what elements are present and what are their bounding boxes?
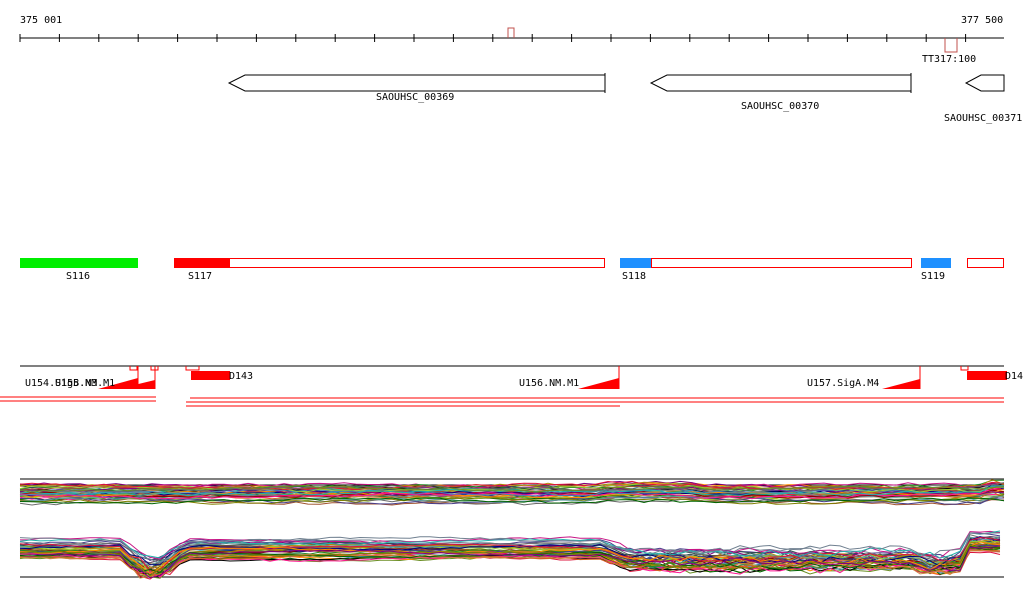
profile-line xyxy=(19,545,1001,579)
profile-line xyxy=(19,486,1005,500)
feature-ramp-u155[interactable] xyxy=(118,380,155,389)
segment-label-s118: S118 xyxy=(622,271,646,282)
profile-line xyxy=(19,536,1001,567)
profile-line xyxy=(19,530,1001,560)
profile-line xyxy=(19,497,1005,505)
gene-label-saouhsc-00371: SAOUHSC_00371 xyxy=(944,113,1022,124)
segment-s118-solid[interactable] xyxy=(620,258,651,268)
feature-label-u154: U154.SigB.M3 xyxy=(25,378,97,389)
ruler-ticks xyxy=(19,34,967,42)
profile-line xyxy=(19,482,1005,493)
expression-profile-lines xyxy=(19,479,1005,580)
expression-profile-track xyxy=(19,478,1005,580)
coordinate-ruler: 375 001 377 500 xyxy=(19,15,1004,42)
profile-line xyxy=(19,544,1001,577)
profile-line xyxy=(19,548,1001,578)
segment-s119[interactable] xyxy=(921,258,951,268)
profile-line xyxy=(19,483,1005,493)
segment-label-s116: S116 xyxy=(66,271,90,282)
segment-s117-outline[interactable] xyxy=(229,258,605,268)
segment-s120-outline[interactable] xyxy=(967,258,1004,268)
segment-label-s119: S119 xyxy=(921,271,945,282)
profile-line xyxy=(19,480,1005,491)
gene-label-saouhsc-00370: SAOUHSC_00370 xyxy=(741,101,819,112)
terminator-track: TT317:100 xyxy=(922,38,976,65)
segment-s117-solid[interactable] xyxy=(174,258,229,268)
segment-track: S116 S117 S118 S119 xyxy=(20,258,1004,282)
profile-line xyxy=(19,540,1001,574)
feature-ramp-u157[interactable] xyxy=(882,379,920,389)
profile-line xyxy=(19,485,1005,497)
terminator-label: TT317:100 xyxy=(922,54,976,65)
feature-label-u157: U157.SigA.M4 xyxy=(807,378,879,389)
ruler-start-label: 375 001 xyxy=(20,15,62,26)
feature-d143[interactable] xyxy=(191,371,230,380)
position-marker xyxy=(507,27,515,38)
profile-line xyxy=(19,484,1005,493)
profile-line xyxy=(19,544,1001,575)
feature-d14[interactable] xyxy=(967,371,1007,380)
gene-arrow-saouhsc-00371[interactable] xyxy=(964,74,1005,92)
feature-track: U154.SigB.M3 U155.NM.M1 D143 U156.NM.M1 … xyxy=(0,365,1023,407)
feature-label-d143: D143 xyxy=(229,371,253,382)
profile-line xyxy=(19,532,1000,564)
gene-arrow-saouhsc-00370[interactable] xyxy=(649,74,912,92)
feature-label-u155: U155.NM.M1 xyxy=(55,378,115,389)
feature-ramp-u156[interactable] xyxy=(578,378,619,389)
terminator-marker[interactable] xyxy=(944,38,958,53)
feature-ramp-u154[interactable] xyxy=(98,378,138,389)
segment-s116[interactable] xyxy=(20,258,138,268)
feature-label-u156: U156.NM.M1 xyxy=(519,378,579,389)
gene-arrow-saouhsc-00369[interactable] xyxy=(227,74,606,92)
segment-label-s117: S117 xyxy=(188,271,212,282)
gene-track: SAOUHSC_00369 SAOUHSC_00370 SAOUHSC_0037… xyxy=(227,73,1022,124)
feature-label-d14: D14 xyxy=(1005,371,1023,382)
ruler-end-label: 377 500 xyxy=(961,15,1003,26)
segment-s118-outline[interactable] xyxy=(651,258,912,268)
gene-label-saouhsc-00369: SAOUHSC_00369 xyxy=(376,92,454,103)
